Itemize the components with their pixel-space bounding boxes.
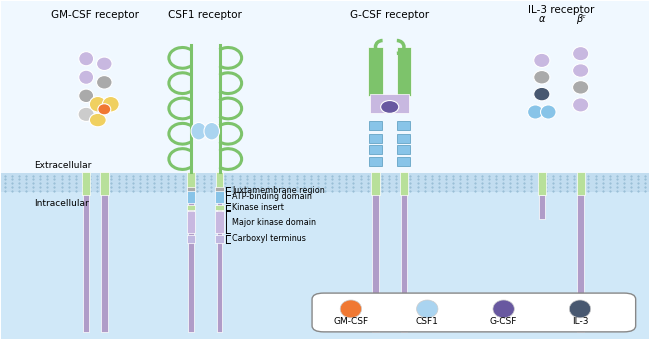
Ellipse shape [97,75,112,89]
Ellipse shape [417,300,438,318]
Bar [400,172,408,195]
Text: Carboxyl terminus: Carboxyl terminus [233,234,306,243]
Bar [215,211,224,233]
Ellipse shape [340,300,361,318]
Bar [83,192,90,332]
Bar [101,192,107,332]
Ellipse shape [102,97,119,112]
Ellipse shape [98,104,111,115]
Bar [577,192,584,332]
Bar [187,187,195,194]
Ellipse shape [90,113,106,127]
Bar [398,134,410,143]
Bar [187,191,195,203]
Bar [369,121,382,130]
Text: G-CSF: G-CSF [490,317,517,326]
Bar [215,235,224,242]
Ellipse shape [569,300,591,318]
Text: GM-CSF receptor: GM-CSF receptor [51,10,139,20]
Text: Extracellular: Extracellular [34,161,91,170]
Bar [187,172,195,195]
Bar [369,157,382,166]
Text: ATP-binding domain: ATP-binding domain [233,192,312,202]
Bar [369,134,382,143]
Text: IL-3 receptor: IL-3 receptor [528,5,594,15]
Ellipse shape [493,300,514,318]
Bar [538,172,546,195]
Bar [187,235,195,242]
Bar [100,172,109,195]
Bar [577,172,584,195]
Bar [215,191,224,203]
Bar [398,157,410,166]
Bar [187,211,195,233]
Bar [216,189,222,332]
Bar [82,172,90,195]
Bar [397,47,411,96]
Text: Kinase insert: Kinase insert [233,203,284,212]
Ellipse shape [534,70,550,84]
Bar [215,187,224,194]
Ellipse shape [78,107,94,121]
Text: Major kinase domain: Major kinase domain [233,218,317,227]
Text: βᶜ: βᶜ [576,14,586,24]
Ellipse shape [573,64,589,77]
Bar [371,172,380,195]
Ellipse shape [573,47,589,61]
Bar [187,205,195,210]
Bar [1,1,649,173]
Ellipse shape [528,105,543,119]
Ellipse shape [541,105,556,119]
Bar [539,195,545,219]
Bar [1,192,649,339]
Bar [188,189,194,332]
Bar [369,145,382,154]
Text: CSF1: CSF1 [416,317,439,326]
Text: CSF1 receptor: CSF1 receptor [168,10,242,20]
Bar [400,189,407,332]
Ellipse shape [97,57,112,70]
Bar [398,145,410,154]
Ellipse shape [79,52,94,66]
Text: Juxtamembrane region: Juxtamembrane region [233,186,325,196]
Ellipse shape [381,101,399,113]
Bar [216,172,224,195]
Bar [1,173,649,192]
FancyBboxPatch shape [312,293,636,332]
Bar [372,189,379,332]
Text: G-CSF receptor: G-CSF receptor [350,10,429,20]
Bar [215,205,224,210]
Ellipse shape [534,53,550,67]
Text: IL-3: IL-3 [572,317,588,326]
Ellipse shape [90,97,106,112]
Ellipse shape [79,89,94,103]
Ellipse shape [204,122,220,140]
Ellipse shape [534,87,550,101]
Text: α: α [539,14,545,24]
Ellipse shape [79,70,94,84]
Ellipse shape [191,122,207,140]
Bar [398,121,410,130]
Ellipse shape [573,98,589,112]
Bar [369,47,383,96]
Ellipse shape [573,81,589,94]
Text: Intracellular: Intracellular [34,199,88,208]
Text: GM-CSF: GM-CSF [333,317,369,326]
Bar [370,94,409,113]
